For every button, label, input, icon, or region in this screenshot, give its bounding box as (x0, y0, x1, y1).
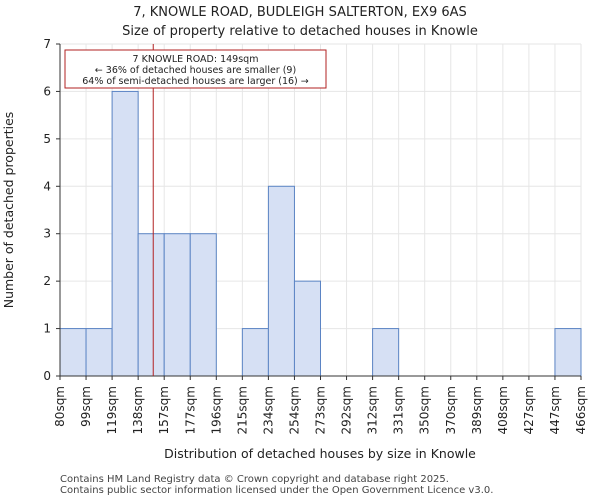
bar-19 (554, 328, 582, 377)
x-tick-label-19: 447sqm (548, 386, 562, 434)
bar-5 (189, 233, 217, 377)
bar-8 (267, 185, 295, 377)
x-tick-label-12: 312sqm (366, 386, 380, 434)
y-tick-label-0: 0 (43, 369, 51, 383)
footer-line-1: Contains HM Land Registry data © Crown c… (60, 474, 449, 485)
x-tick-label-17: 408sqm (496, 386, 510, 434)
x-tick-label-13: 331sqm (392, 386, 406, 434)
annotation-line-2: ← 36% of detached houses are smaller (9) (95, 65, 296, 76)
bar-0 (59, 328, 87, 377)
footer-line-2: Contains public sector information licen… (60, 485, 494, 496)
y-tick-label-1: 1 (43, 322, 51, 336)
y-axis-label: Number of detached properties (1, 112, 16, 309)
y-tick-label-3: 3 (43, 227, 51, 241)
x-tick-label-9: 254sqm (287, 386, 301, 434)
annotation-line-1: 7 KNOWLE ROAD: 149sqm (133, 54, 259, 65)
y-tick-label-6: 6 (43, 84, 51, 98)
x-axis-label: Distribution of detached houses by size … (164, 446, 476, 461)
annotation: 7 KNOWLE ROAD: 149sqm← 36% of detached h… (64, 49, 327, 89)
bar-9 (293, 280, 322, 377)
x-ticks: 80sqm 99sqm 119sqm 138sqm 157sqm 177sqm 196sqm… (53, 376, 588, 434)
x-tick-label-18: 427sqm (522, 386, 536, 434)
bars (59, 90, 582, 377)
annotation-box (64, 49, 327, 89)
bar-7 (241, 328, 269, 377)
bar-3 (137, 233, 165, 377)
x-tick-label-20: 466sqm (574, 386, 588, 434)
y-tick-label-2: 2 (43, 274, 51, 288)
x-tick-label-10: 273sqm (314, 386, 328, 434)
x-tick-label-7: 215sqm (235, 386, 249, 434)
y-tick-label-4: 4 (43, 179, 51, 193)
y-tick-label-7: 7 (43, 37, 51, 51)
x-tick-label-6: 196sqm (209, 386, 223, 434)
x-tick-label-5: 177sqm (183, 386, 197, 434)
bar-12 (372, 328, 400, 377)
bar-2 (111, 90, 139, 377)
y-tick-label-5: 5 (43, 132, 51, 146)
x-tick-label-3: 138sqm (131, 386, 145, 434)
annotation-line-3: 64% of semi-detached houses are larger (… (82, 76, 309, 87)
x-tick-label-15: 370sqm (444, 386, 458, 434)
x-tick-label-16: 389sqm (470, 386, 484, 434)
x-tick-label-1: 99sqm (79, 386, 93, 427)
x-tick-label-8: 234sqm (261, 386, 275, 434)
chart-title-line-1: 7, KNOWLE ROAD, BUDLEIGH SALTERTON, EX9 … (133, 5, 467, 20)
bar-1 (85, 328, 113, 377)
y-ticks: 0 1 2 3 4 5 6 7 (43, 37, 60, 383)
x-tick-label-14: 350sqm (418, 386, 432, 434)
x-tick-label-4: 157sqm (157, 386, 171, 434)
bar-4 (163, 233, 191, 377)
x-tick-label-11: 292sqm (340, 386, 354, 434)
chart-title-line-2: Size of property relative to detached ho… (122, 24, 478, 39)
x-tick-label-2: 119sqm (105, 386, 119, 434)
x-tick-label-0: 80sqm (53, 386, 67, 427)
